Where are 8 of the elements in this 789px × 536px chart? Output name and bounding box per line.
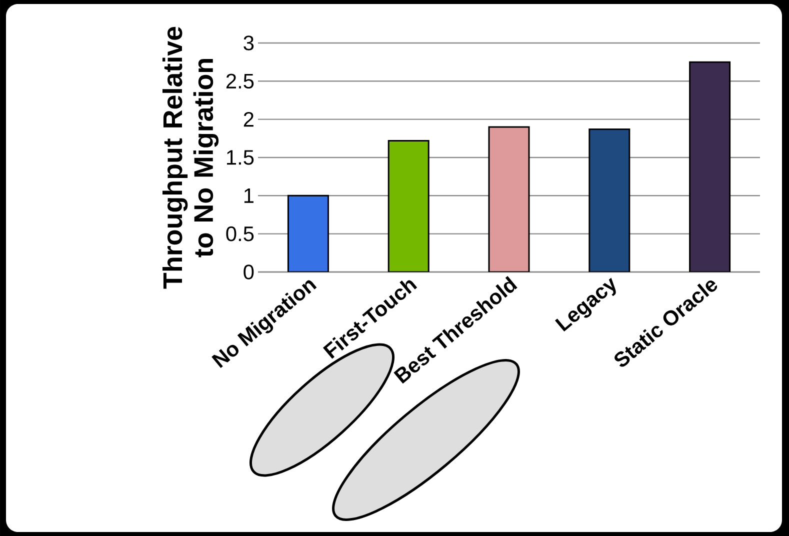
y-tick-label: 1 — [244, 188, 254, 203]
y-tick-label: 0.5 — [226, 226, 254, 242]
y-tick-label: 0 — [244, 264, 254, 280]
y-tick-label: 1.5 — [227, 150, 254, 165]
y-axis-title: Throughput Relative to No Migration — [162, 26, 219, 289]
y-tick-label: 2 — [244, 112, 254, 127]
y-tick-label: 3 — [244, 36, 254, 50]
y-tick-label: 2.5 — [226, 74, 254, 89]
